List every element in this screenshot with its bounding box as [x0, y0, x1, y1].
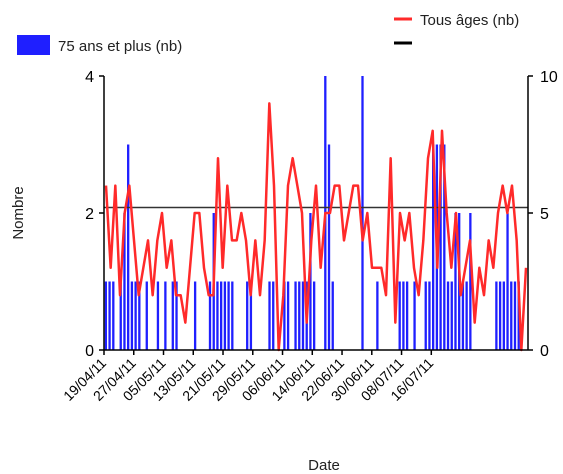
bar	[272, 281, 275, 350]
bar	[112, 281, 115, 350]
bar	[298, 281, 301, 350]
bar	[246, 281, 249, 350]
bar	[312, 281, 316, 350]
bar	[450, 281, 453, 350]
bar	[502, 281, 505, 350]
y-tick-label-left: 0	[85, 343, 94, 360]
bar	[223, 281, 227, 350]
y-tick-label-right: 0	[540, 343, 549, 360]
bar	[402, 281, 405, 350]
bar	[327, 144, 331, 350]
bar	[145, 281, 148, 350]
bar	[465, 281, 468, 350]
legend: 75 ans et plus (nb) Tous âges (nb)	[17, 12, 519, 55]
bar	[138, 281, 141, 350]
bar	[175, 281, 178, 350]
bar	[156, 281, 160, 350]
bar	[231, 281, 234, 350]
bar	[428, 281, 431, 350]
y-tick-label-left: 4	[85, 69, 94, 86]
y-ticks-left: 0 2 4	[85, 69, 104, 360]
bar	[286, 281, 290, 350]
y-tick-label-right: 10	[540, 69, 558, 86]
bar	[268, 281, 271, 350]
bar	[510, 281, 513, 350]
bar	[413, 281, 416, 350]
y-ticks-right: 0 5 10	[528, 69, 558, 360]
bar	[446, 281, 450, 350]
bar	[294, 281, 297, 350]
bar	[469, 213, 472, 350]
bar	[331, 281, 334, 350]
bar	[164, 281, 167, 350]
bar	[134, 281, 137, 350]
bar	[443, 144, 446, 350]
bar	[513, 281, 517, 350]
bar	[461, 281, 465, 350]
x-ticks: 19/04/1127/04/1105/05/1113/05/1121/05/11…	[60, 350, 437, 404]
series-line-tous-ages	[104, 102, 528, 352]
y-tick-label-right: 5	[540, 206, 549, 223]
bar	[216, 281, 219, 350]
bar	[398, 281, 401, 350]
x-axis-title: Date	[308, 457, 340, 474]
bar	[361, 76, 364, 350]
legend-swatch-75-ans	[17, 35, 50, 55]
bar	[301, 281, 305, 350]
bar	[376, 281, 379, 350]
bar	[104, 281, 108, 350]
bar	[208, 281, 212, 350]
y-axis-title: Nombre	[10, 186, 27, 239]
bar	[171, 281, 174, 350]
bar	[127, 144, 130, 350]
bar	[439, 144, 442, 350]
bar	[506, 213, 509, 350]
bar	[119, 281, 122, 350]
bar	[283, 281, 286, 350]
bar	[309, 213, 312, 350]
bar	[454, 213, 457, 350]
bar	[249, 281, 253, 350]
bar	[193, 281, 197, 350]
bar	[108, 281, 111, 350]
legend-label-75-ans: 75 ans et plus (nb)	[58, 38, 182, 55]
axes	[103, 76, 529, 351]
bar	[220, 281, 223, 350]
bar	[495, 281, 498, 350]
legend-label-tous-ages: Tous âges (nb)	[420, 12, 519, 29]
bar	[424, 281, 427, 350]
bars-75-ans	[104, 76, 520, 350]
bar	[405, 281, 409, 350]
bar	[498, 281, 502, 350]
y-tick-label-left: 2	[85, 206, 94, 223]
bar	[130, 281, 134, 350]
bar	[123, 213, 126, 350]
bar	[227, 281, 230, 350]
bar	[432, 144, 435, 350]
